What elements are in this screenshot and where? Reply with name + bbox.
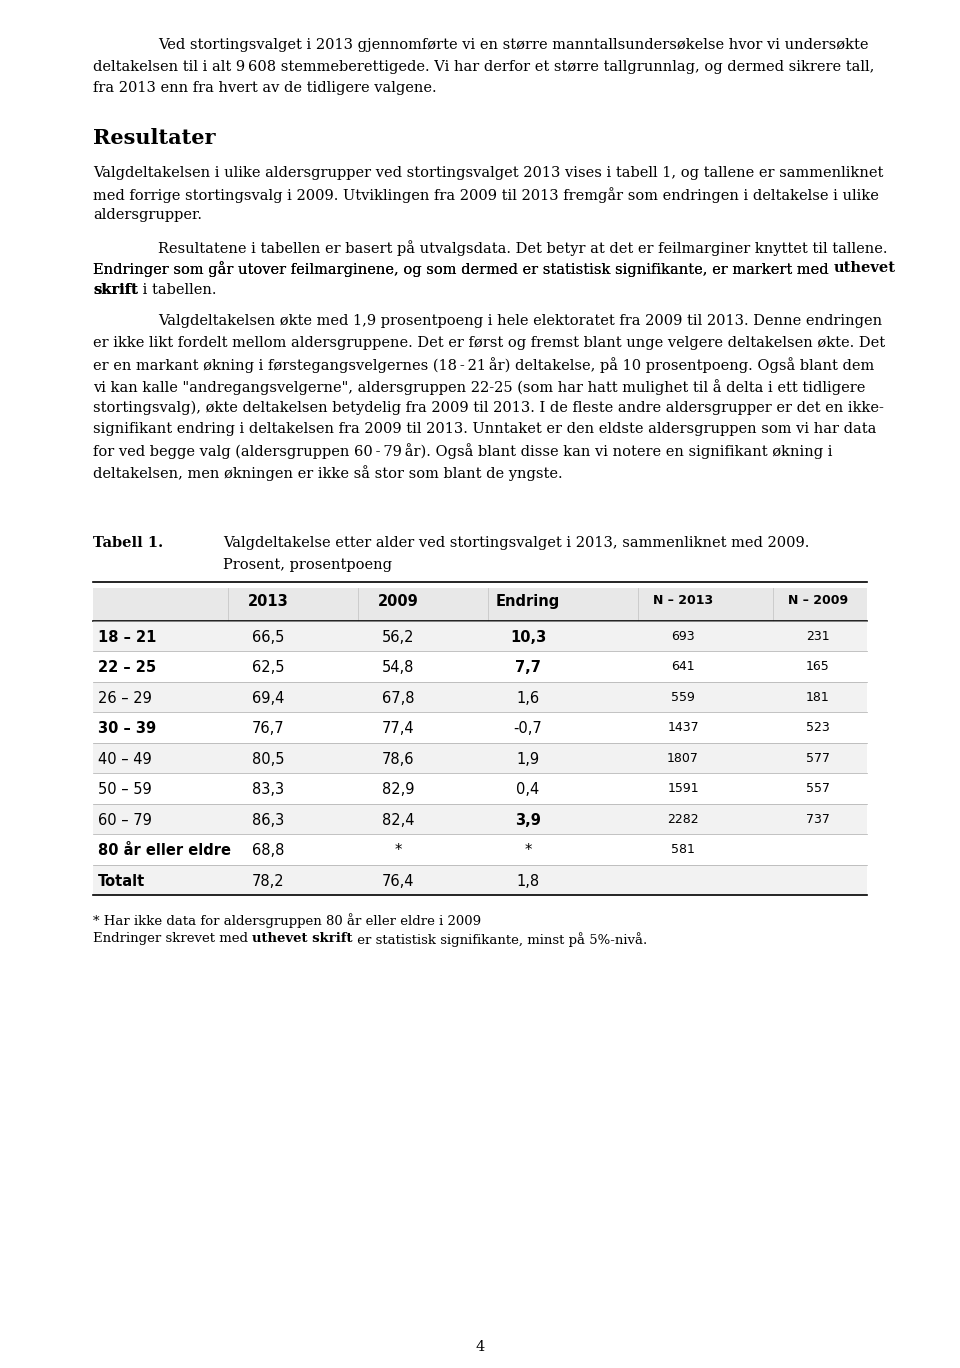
Text: 577: 577 [806, 751, 830, 765]
Text: Endringer skrevet med: Endringer skrevet med [93, 932, 252, 945]
Text: N – 2013: N – 2013 [653, 594, 713, 606]
Text: fra 2013 enn fra hvert av de tidligere valgene.: fra 2013 enn fra hvert av de tidligere v… [93, 81, 437, 94]
Text: 60 – 79: 60 – 79 [98, 813, 152, 828]
Text: Resultater: Resultater [93, 127, 215, 148]
Text: 181: 181 [806, 691, 829, 703]
Text: 82,4: 82,4 [382, 813, 415, 828]
Text: deltakelsen til i alt 9 608 stemmeberettigede. Vi har derfor et større tallgrunn: deltakelsen til i alt 9 608 stemmeberett… [93, 59, 875, 74]
Text: 69,4: 69,4 [252, 691, 284, 706]
Text: er en markant økning i førstegangsvelgernes (18 - 21 år) deltakelse, på 10 prose: er en markant økning i førstegangsvelger… [93, 357, 875, 373]
Text: 1591: 1591 [667, 782, 699, 795]
Text: 54,8: 54,8 [382, 661, 414, 676]
Text: 50 – 59: 50 – 59 [98, 782, 152, 798]
Text: deltakelsen, men økningen er ikke så stor som blant de yngste.: deltakelsen, men økningen er ikke så sto… [93, 465, 563, 482]
Text: 40 – 49: 40 – 49 [98, 751, 152, 766]
Text: i tabellen.: i tabellen. [138, 283, 216, 297]
Text: er ikke likt fordelt mellom aldersgruppene. Det er først og fremst blant unge ve: er ikke likt fordelt mellom aldersgruppe… [93, 337, 885, 350]
Text: 67,8: 67,8 [382, 691, 415, 706]
Text: 78,6: 78,6 [382, 751, 415, 766]
Text: Endringer som går utover feilmarginene, og som dermed er statistisk signifikante: Endringer som går utover feilmarginene, … [93, 261, 833, 278]
Text: 76,4: 76,4 [382, 874, 415, 889]
Text: Totalt: Totalt [98, 874, 145, 889]
Text: 80,5: 80,5 [252, 751, 284, 766]
Text: 30 – 39: 30 – 39 [98, 721, 156, 736]
Text: *: * [395, 843, 401, 858]
Text: 1,6: 1,6 [516, 691, 540, 706]
Text: 693: 693 [671, 629, 695, 643]
Text: 559: 559 [671, 691, 695, 703]
Text: 1,8: 1,8 [516, 874, 540, 889]
Text: * Har ikke data for aldersgruppen 80 år eller eldre i 2009: * Har ikke data for aldersgruppen 80 år … [93, 914, 481, 928]
Text: 0,4: 0,4 [516, 782, 540, 798]
Text: 66,5: 66,5 [252, 629, 284, 644]
Text: 4: 4 [475, 1341, 485, 1354]
Text: Prosent, prosentpoeng: Prosent, prosentpoeng [223, 558, 392, 572]
Text: 557: 557 [806, 782, 830, 795]
Text: 83,3: 83,3 [252, 782, 284, 798]
Text: 82,9: 82,9 [382, 782, 415, 798]
Text: 76,7: 76,7 [252, 721, 284, 736]
Text: skrift: skrift [93, 283, 138, 297]
Text: skrift: skrift [93, 283, 138, 297]
Text: 523: 523 [806, 721, 829, 735]
Text: med forrige stortingsvalg i 2009. Utviklingen fra 2009 til 2013 fremgår som endr: med forrige stortingsvalg i 2009. Utvikl… [93, 187, 878, 202]
Text: 22 – 25: 22 – 25 [98, 661, 156, 676]
Text: Valgdeltakelsen økte med 1,9 prosentpoeng i hele elektoratet fra 2009 til 2013. : Valgdeltakelsen økte med 1,9 prosentpoen… [158, 315, 882, 328]
Text: 165: 165 [806, 661, 829, 673]
Text: 18 – 21: 18 – 21 [98, 629, 156, 644]
Text: 7,7: 7,7 [516, 661, 540, 676]
Text: 2009: 2009 [377, 594, 419, 609]
Text: Tabell 1.: Tabell 1. [93, 536, 163, 550]
Text: 77,4: 77,4 [382, 721, 415, 736]
Bar [93, 588, 867, 621]
Text: Ved stortingsvalget i 2013 gjennomførte vi en større manntallsundersøkelse hvor : Ved stortingsvalget i 2013 gjennomførte … [158, 38, 869, 52]
Text: stortingsvalg), økte deltakelsen betydelig fra 2009 til 2013. I de fleste andre : stortingsvalg), økte deltakelsen betydel… [93, 401, 884, 415]
Text: Endring: Endring [496, 594, 560, 609]
Text: uthevet skrift: uthevet skrift [252, 932, 352, 945]
Text: Valgdeltakelsen i ulike aldersgrupper ved stortingsvalget 2013 vises i tabell 1,: Valgdeltakelsen i ulike aldersgrupper ve… [93, 166, 883, 179]
Text: -0,7: -0,7 [514, 721, 542, 736]
Text: 68,8: 68,8 [252, 843, 284, 858]
Text: 78,2: 78,2 [252, 874, 284, 889]
Bar [93, 713, 867, 743]
Text: 62,5: 62,5 [252, 661, 284, 676]
Text: 2013: 2013 [248, 594, 288, 609]
Bar [93, 834, 867, 865]
Text: vi kan kalle "andregangsvelgerne", aldersgruppen 22-25 (som har hatt mulighet ti: vi kan kalle "andregangsvelgerne", alder… [93, 379, 865, 395]
Text: 3,9: 3,9 [516, 813, 540, 828]
Text: *: * [524, 843, 532, 858]
Text: signifikant endring i deltakelsen fra 2009 til 2013. Unntaket er den eldste alde: signifikant endring i deltakelsen fra 20… [93, 421, 876, 436]
Text: 10,3: 10,3 [510, 629, 546, 644]
Text: 26 – 29: 26 – 29 [98, 691, 152, 706]
Text: uthevet: uthevet [833, 261, 896, 275]
Text: 80 år eller eldre: 80 år eller eldre [98, 843, 231, 858]
Text: Resultatene i tabellen er basert på utvalgsdata. Det betyr at det er feilmargine: Resultatene i tabellen er basert på utva… [158, 239, 887, 256]
Text: 1807: 1807 [667, 751, 699, 765]
Text: aldersgrupper.: aldersgrupper. [93, 208, 202, 223]
Text: 1,9: 1,9 [516, 751, 540, 766]
Bar [93, 681, 867, 713]
Text: er statistisk signifikante, minst på 5%-nivå.: er statistisk signifikante, minst på 5%-… [352, 932, 647, 947]
Text: for ved begge valg (aldersgruppen 60 - 79 år). Også blant disse kan vi notere en: for ved begge valg (aldersgruppen 60 - 7… [93, 443, 832, 460]
Text: Valgdeltakelse etter alder ved stortingsvalget i 2013, sammenliknet med 2009.: Valgdeltakelse etter alder ved stortings… [223, 536, 809, 550]
Bar [93, 803, 867, 834]
Text: 56,2: 56,2 [382, 629, 415, 644]
Text: Endringer som går utover feilmarginene, og som dermed er statistisk signifikante: Endringer som går utover feilmarginene, … [93, 261, 833, 278]
Bar [93, 773, 867, 803]
Text: 2282: 2282 [667, 813, 699, 826]
Text: 231: 231 [806, 629, 829, 643]
Text: 641: 641 [671, 661, 695, 673]
Text: 86,3: 86,3 [252, 813, 284, 828]
Text: 581: 581 [671, 843, 695, 856]
Bar [93, 743, 867, 773]
Text: 1437: 1437 [667, 721, 699, 735]
Text: N – 2009: N – 2009 [788, 594, 848, 606]
Bar [93, 621, 867, 651]
Text: 737: 737 [806, 813, 830, 826]
Bar [93, 865, 867, 895]
Bar [93, 651, 867, 681]
